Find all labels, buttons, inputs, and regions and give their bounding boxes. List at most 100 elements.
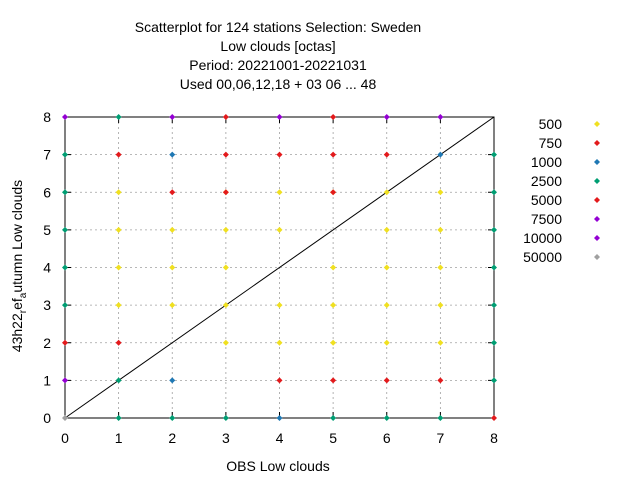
title-line-2: Low clouds [octas] — [220, 38, 335, 54]
legend-marker — [594, 159, 600, 165]
data-point — [276, 415, 283, 421]
data-point — [437, 151, 444, 158]
data-point — [383, 377, 390, 384]
data-point — [491, 339, 497, 346]
data-point — [169, 114, 176, 120]
data-points — [62, 114, 497, 421]
x-tick-label: 1 — [115, 430, 123, 446]
data-point — [276, 377, 283, 384]
y-tick-label: 0 — [43, 410, 51, 426]
data-point — [62, 264, 68, 271]
data-point — [491, 302, 497, 309]
data-point — [330, 302, 337, 309]
data-point — [169, 264, 176, 271]
data-point — [115, 264, 122, 271]
data-point — [62, 151, 68, 158]
data-point — [62, 189, 68, 196]
legend-label: 7500 — [531, 211, 562, 227]
data-point — [491, 226, 497, 233]
y-axis-label-sub1: r — [18, 309, 29, 313]
data-point — [115, 302, 122, 309]
title-line-4: Used 00,06,12,18 + 03 06 ... 48 — [180, 76, 377, 92]
y-tick-label: 7 — [43, 147, 51, 163]
data-point — [222, 151, 229, 158]
legend-marker — [594, 197, 600, 203]
data-point — [437, 415, 444, 421]
data-point — [383, 339, 390, 346]
legend-label: 2500 — [531, 173, 562, 189]
y-tick-label: 6 — [43, 184, 51, 200]
x-tick-label: 4 — [276, 430, 284, 446]
data-point — [222, 264, 229, 271]
data-point — [383, 302, 390, 309]
identity-line — [64, 116, 495, 419]
legend-label: 10000 — [523, 230, 562, 246]
data-point — [330, 264, 337, 271]
data-point — [222, 226, 229, 233]
y-axis-label-sub2: a — [18, 292, 29, 298]
data-point — [437, 226, 444, 233]
data-point — [115, 114, 122, 120]
data-point — [62, 339, 68, 346]
data-point — [437, 189, 444, 196]
title-line-1: Scatterplot for 124 stations Selection: … — [135, 19, 421, 35]
y-tick-label: 1 — [43, 372, 51, 388]
data-point — [276, 226, 283, 233]
data-point — [169, 226, 176, 233]
legend-label: 500 — [539, 116, 563, 132]
data-point — [169, 189, 176, 196]
data-point — [62, 415, 68, 421]
data-point — [330, 151, 337, 158]
legend-marker — [594, 121, 600, 127]
x-axis-label: OBS Low clouds — [226, 458, 330, 474]
data-point — [222, 415, 229, 421]
x-tick-label: 6 — [383, 430, 391, 446]
data-point — [62, 302, 68, 309]
y-axis-label-main: 43h22 — [9, 313, 25, 352]
data-point — [62, 226, 68, 233]
data-point — [383, 415, 390, 421]
y-tick-label: 2 — [43, 335, 51, 351]
x-tick-label: 0 — [61, 430, 69, 446]
data-point — [437, 114, 444, 120]
data-point — [383, 226, 390, 233]
data-point — [222, 339, 229, 346]
data-point — [491, 264, 497, 271]
data-point — [330, 114, 337, 120]
legend-marker — [594, 140, 600, 146]
data-point — [330, 377, 337, 384]
data-point — [276, 302, 283, 309]
x-tick-label: 8 — [490, 430, 498, 446]
data-point — [383, 114, 390, 120]
data-point — [276, 114, 283, 120]
x-tick-label: 3 — [222, 430, 230, 446]
data-point — [276, 189, 283, 196]
legend-label: 1000 — [531, 154, 562, 170]
data-point — [437, 302, 444, 309]
data-point — [115, 189, 122, 196]
legend: 500 750 1000 2500 5000 7500 10000 50000 — [523, 116, 600, 265]
data-point — [169, 151, 176, 158]
y-axis-label: 43h22refautumn Low clouds — [9, 180, 29, 352]
x-tick-label: 7 — [436, 430, 444, 446]
axes: 0 1 2 3 4 5 6 7 8 0 1 2 3 4 5 6 7 8 — [43, 109, 498, 446]
data-point — [491, 151, 497, 158]
legend-label: 5000 — [531, 192, 562, 208]
data-point — [330, 189, 337, 196]
data-point — [62, 377, 68, 384]
data-point — [437, 339, 444, 346]
data-point — [276, 339, 283, 346]
x-tick-label: 2 — [168, 430, 176, 446]
data-point — [62, 114, 68, 120]
legend-marker — [594, 178, 600, 184]
data-point — [115, 377, 122, 384]
data-point — [330, 339, 337, 346]
data-point — [115, 415, 122, 421]
y-axis-label-tail: utumn Low clouds — [9, 180, 25, 293]
data-point — [276, 151, 283, 158]
data-point — [169, 377, 176, 384]
y-tick-label: 4 — [43, 260, 51, 276]
legend-marker — [594, 216, 600, 222]
data-point — [491, 377, 497, 384]
